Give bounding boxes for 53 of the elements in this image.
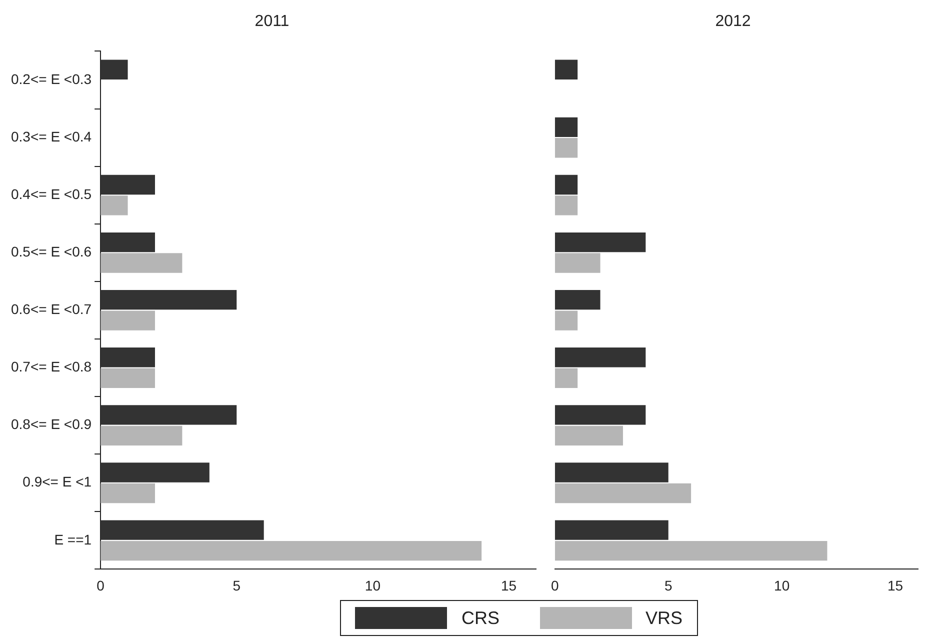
x-tick-label: 5 [664,577,672,594]
chart-title: 2012 [715,13,751,30]
chart-title: 2011 [254,13,290,30]
x-tick-label: 10 [774,577,790,594]
bar [554,540,828,561]
bar [100,310,155,330]
text: VRS [646,608,683,628]
bar [554,174,578,195]
y-tick-label: 0.2<= E <0.3 [10,70,92,87]
y-tick-label: 0.5<= E <0.6 [10,244,92,260]
bar [554,426,623,446]
x-tick-label: 5 [232,577,241,594]
bar [100,60,128,80]
bar [554,60,578,80]
bar [554,462,668,482]
bar [100,520,264,540]
bar [100,368,155,388]
bar [100,232,155,252]
x-tick-label: 15 [500,577,517,594]
bar [100,196,128,216]
y-tick-label: 0.4<= E <0.5 [10,186,92,202]
y-tick-label: 0.9<= E <1 [22,474,92,490]
y-tick-label: 0.7<= E <0.8 [10,358,92,375]
bar [100,462,210,482]
bar [100,426,182,446]
x-tick-label: 0 [550,577,559,594]
y-tick-label: 0.3<= E <0.4 [10,128,92,144]
y-tick-label: 0.6<= E <0.7 [10,301,92,318]
bar [100,483,155,504]
x-tick-label: 15 [888,577,904,594]
bar [554,368,578,388]
bar [554,310,578,330]
bar [554,138,578,158]
bar [100,290,237,310]
bar [100,253,182,273]
bar [100,405,237,425]
x-tick-label: 0 [96,577,105,594]
bar [100,174,155,195]
x-tick-label: 10 [364,577,381,594]
bar [554,253,600,273]
bar [554,348,646,368]
bar [554,483,692,504]
bar [554,196,578,216]
bar [100,348,155,368]
bar [554,117,578,138]
y-tick-label: E ==1 [54,531,92,548]
bar [100,540,482,561]
y-tick-label: 0.8<= E <0.9 [10,416,92,432]
bar [554,232,646,252]
bar [554,290,600,310]
bar [554,520,668,540]
text: CRS [461,608,500,628]
bar [554,405,646,425]
